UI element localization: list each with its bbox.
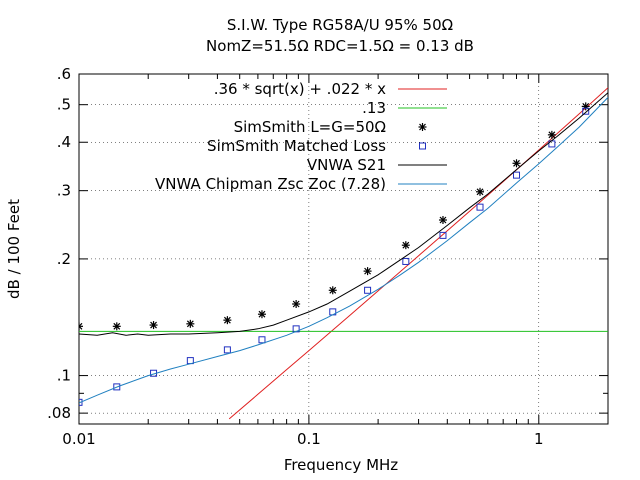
y-tick-label: .4	[57, 133, 71, 151]
series-layer	[79, 87, 608, 420]
legend-label: SimSmith L=G=50Ω	[234, 118, 386, 136]
data-point-star-stroke	[186, 320, 194, 328]
data-point-star	[401, 241, 410, 250]
data-point-star-stroke	[113, 322, 121, 330]
data-point-star	[547, 130, 556, 139]
y-tick-label: .1	[57, 367, 71, 385]
y-tick-label: .5	[57, 96, 71, 114]
data-point-star	[328, 286, 337, 295]
data-point-star-stroke	[150, 321, 157, 329]
legend-swatch-square	[419, 142, 426, 150]
y-tick-label: .3	[57, 182, 71, 200]
data-point-star	[292, 300, 301, 309]
y-tick-label: .2	[57, 250, 71, 268]
series-0	[228, 87, 608, 420]
legend-swatch-star-stroke	[419, 123, 426, 131]
y-tick-label: .6	[57, 65, 71, 83]
x-tick-label: 0.01	[62, 430, 95, 448]
data-point-star	[149, 321, 158, 330]
data-point-star-stroke	[79, 322, 83, 328]
series-2	[79, 102, 590, 331]
data-point-star	[257, 310, 266, 319]
data-point-square	[439, 231, 447, 239]
data-point-star-stroke	[258, 310, 266, 318]
y-axis-label: dB / 100 Feet	[5, 199, 23, 299]
series-4	[79, 92, 608, 336]
legend-swatch-star	[418, 123, 427, 131]
data-point-star-stroke	[402, 241, 410, 249]
data-point-star-stroke	[513, 159, 520, 167]
data-point-square	[79, 398, 83, 406]
data-point-star-stroke	[439, 216, 447, 224]
tick-labels: .08 .1 .2 .3 .4 .5 .6 0.01 0.1 1	[47, 65, 543, 448]
legend-label: SimSmith Matched Loss	[207, 137, 386, 155]
data-point-square	[402, 257, 410, 265]
y-tick-label: .08	[47, 404, 71, 422]
data-point-star-stroke	[79, 325, 83, 330]
data-point-star-stroke	[548, 131, 556, 139]
legend-label: VNWA Chipman Zsc Zoc (7.28)	[155, 175, 386, 193]
data-point-star	[79, 322, 83, 331]
series-line-0	[228, 87, 608, 420]
data-point-star	[512, 159, 521, 168]
data-point-square	[258, 336, 266, 344]
data-point-star-stroke	[329, 286, 337, 294]
chart-title-line-2: NomZ=51.5Ω RDC=1.5Ω = 0.13 dB	[206, 37, 474, 55]
legend-label: VNWA S21	[307, 156, 386, 174]
series-line-4	[79, 92, 608, 336]
chart-title-line-1: S.I.W. Type RG58A/U 95% 50Ω	[227, 16, 453, 34]
grid	[78, 73, 608, 424]
data-point-star-stroke	[292, 300, 300, 308]
data-point-star	[112, 322, 121, 331]
x-tick-label: 1	[534, 430, 544, 448]
data-point-square	[582, 107, 590, 115]
series-line-5	[79, 97, 608, 404]
legend-label: .13	[362, 99, 386, 117]
data-point-star	[186, 319, 195, 328]
data-point-star-stroke	[364, 267, 372, 275]
data-point-star	[438, 216, 447, 225]
data-point-star	[476, 187, 485, 196]
data-point-star	[363, 267, 372, 276]
data-point-star-stroke	[223, 316, 231, 324]
data-point-star	[223, 316, 232, 325]
data-point-square	[476, 203, 484, 211]
data-point-star-stroke	[476, 188, 484, 196]
series-5	[79, 97, 608, 404]
x-tick-label: 0.1	[297, 430, 321, 448]
ticks	[78, 73, 608, 424]
data-point-square	[113, 383, 121, 391]
data-point-square	[513, 171, 521, 179]
legend-label: .36 * sqrt(x) + .022 * x	[214, 80, 386, 98]
x-axis-label: Frequency MHz	[284, 456, 398, 474]
data-point-square	[364, 286, 372, 294]
data-point-square	[223, 346, 231, 354]
